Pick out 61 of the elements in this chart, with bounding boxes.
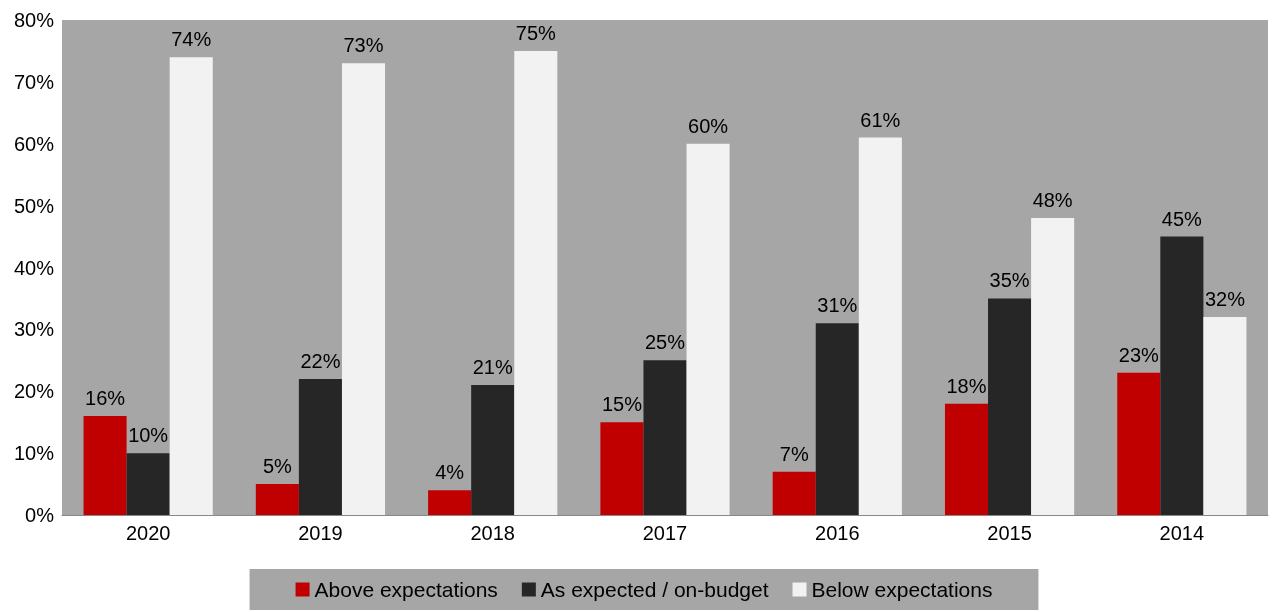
data-label: 32%: [1204, 288, 1246, 310]
y-tick-label: 0%: [25, 504, 55, 526]
legend-label: Above expectations: [314, 578, 498, 601]
x-tick-label: 2019: [298, 522, 343, 544]
data-label: 73%: [343, 34, 384, 57]
bar: [815, 323, 859, 515]
data-label: 48%: [1032, 189, 1073, 211]
bar: [1117, 372, 1161, 515]
data-label: 35%: [989, 269, 1030, 292]
data-label: 22%: [300, 349, 341, 372]
data-label: 60%: [688, 114, 729, 137]
bar: [514, 50, 558, 515]
bar: [600, 422, 644, 515]
y-tick-label: 70%: [13, 70, 55, 93]
bar: [298, 378, 342, 515]
bar: [686, 143, 730, 515]
legend-label: Below expectations: [811, 578, 993, 601]
x-tick-label: 2020: [125, 522, 171, 544]
y-tick-label: 30%: [13, 318, 55, 341]
bar: [428, 490, 472, 515]
bar: [169, 57, 213, 515]
data-label: 5%: [262, 455, 293, 478]
bar: [1160, 236, 1204, 515]
data-label: 7%: [779, 442, 809, 465]
bar: [988, 298, 1032, 515]
data-label: 61%: [860, 108, 901, 131]
y-tick-label: 50%: [13, 194, 55, 217]
bar: [1031, 218, 1075, 515]
bar: [858, 137, 902, 515]
y-tick-label: 40%: [13, 256, 55, 279]
data-label: 16%: [85, 387, 126, 409]
data-label: 15%: [601, 393, 643, 416]
data-label: 10%: [128, 424, 169, 447]
bar: [341, 63, 386, 515]
bar: [944, 403, 989, 515]
data-label: 18%: [946, 374, 987, 397]
data-label: 45%: [1161, 207, 1203, 230]
bar: [1203, 317, 1247, 515]
data-label: 25%: [644, 331, 686, 354]
data-label: 23%: [1118, 343, 1160, 366]
bar: [83, 416, 127, 515]
bar: [255, 484, 299, 515]
data-label: 21%: [472, 356, 513, 379]
x-tick-label: 2017: [642, 522, 688, 544]
bar: [471, 385, 515, 515]
data-label: 75%: [515, 21, 557, 44]
data-label: 74%: [171, 28, 212, 51]
y-tick-label: 10%: [13, 442, 55, 465]
x-tick-label: 2018: [470, 522, 515, 544]
x-tick-label: 2016: [815, 522, 860, 544]
y-tick-label: 60%: [13, 132, 55, 155]
data-label: 31%: [817, 294, 858, 317]
x-tick-label: 2015: [987, 522, 1032, 544]
y-tick-label: 80%: [13, 9, 55, 31]
bar: [643, 360, 687, 515]
y-tick-label: 20%: [13, 380, 55, 403]
bar: [772, 471, 816, 515]
data-label: 4%: [435, 461, 465, 484]
legend-label: As expected / on-budget: [540, 578, 769, 601]
x-tick-label: 2014: [1159, 522, 1205, 544]
bar: [126, 453, 170, 515]
